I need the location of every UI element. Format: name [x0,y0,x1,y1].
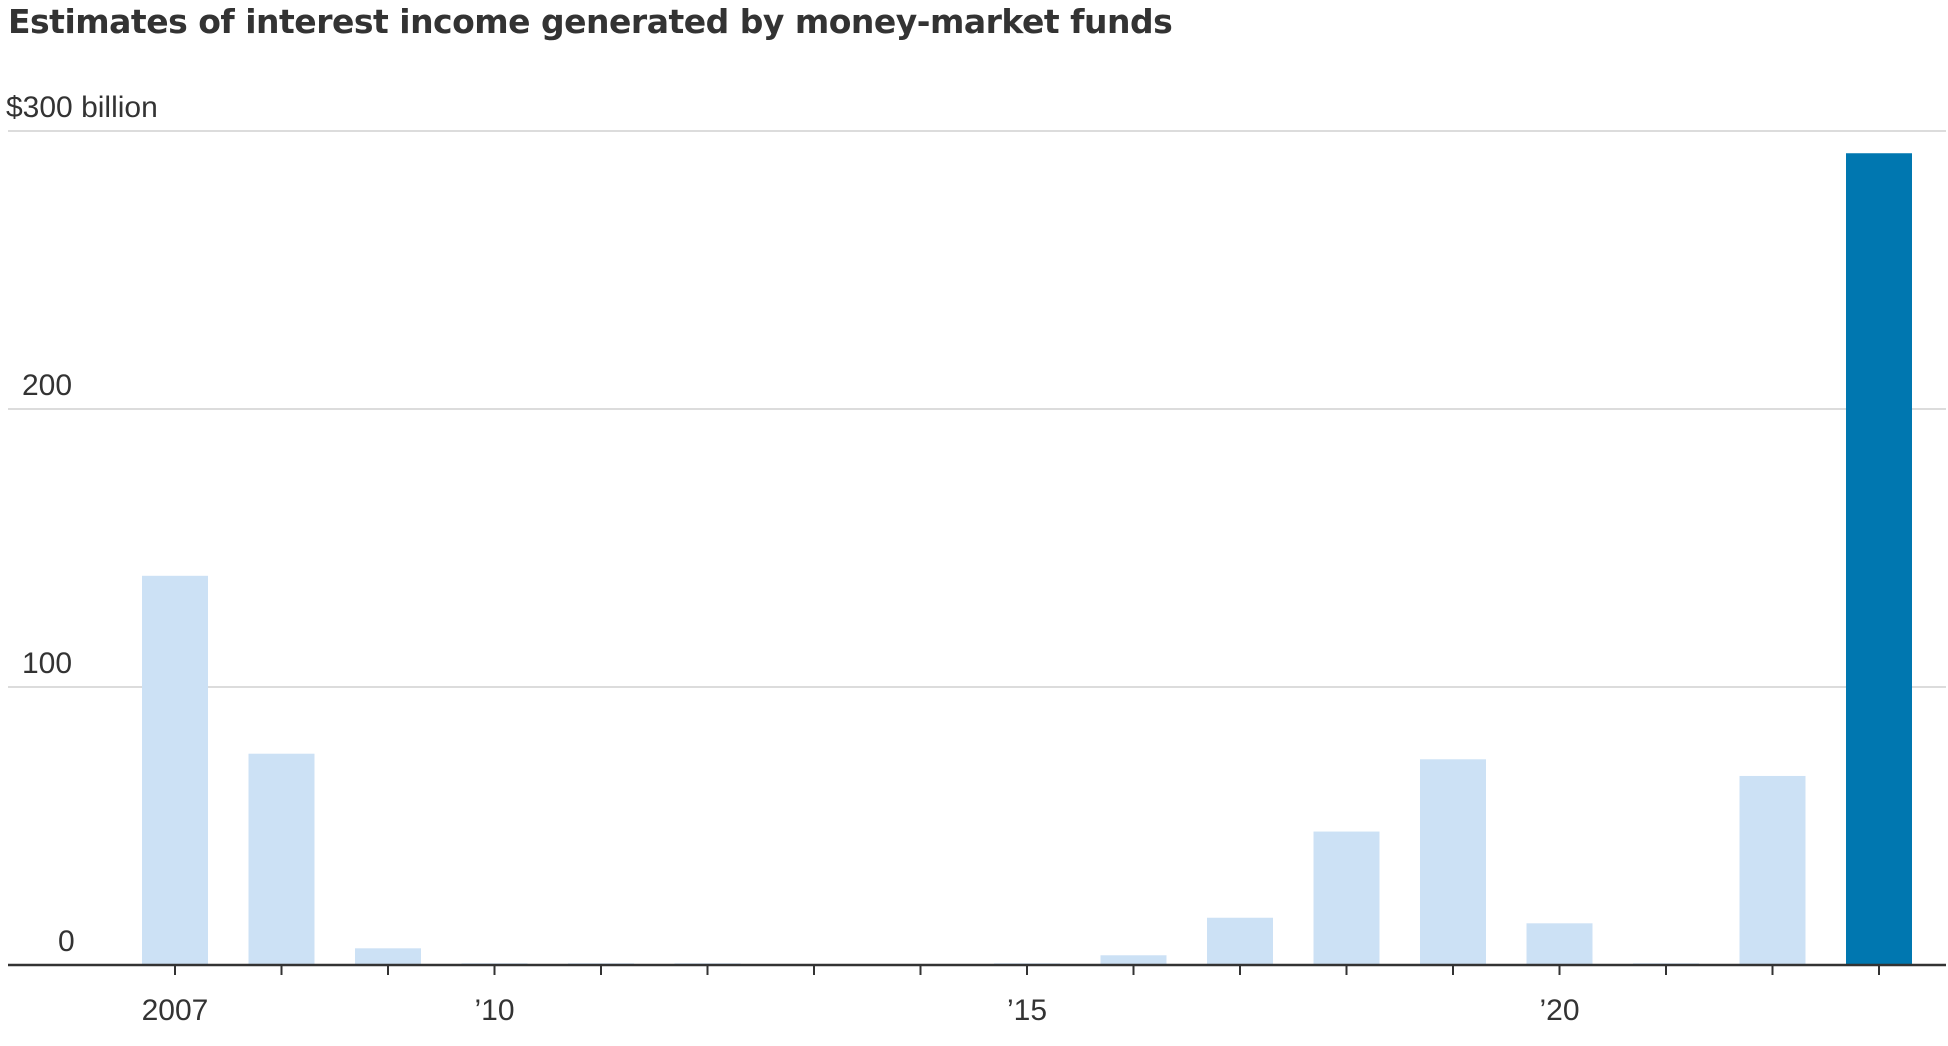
x-tick-labels: 2007 ’10 ’15 ’20 [142,994,1580,1027]
bar-2022 [1739,775,1806,965]
bar-2009 [355,948,421,965]
x-axis [8,963,1946,975]
bar-2019 [1420,759,1486,965]
x-tick-label: ’10 [474,994,514,1027]
chart-title: Estimates of interest income generated b… [8,2,1173,41]
x-tick-label: ’15 [1007,994,1047,1027]
bar-2007 [142,575,208,965]
bar-2016 [1100,955,1167,965]
bar-2018 [1313,831,1380,965]
bar-2023 [1846,153,1912,966]
y-tick-labels: 0 100 200 $300 billion [6,91,158,958]
x-tick-label: ’20 [1539,994,1579,1027]
x-tick-label: 2007 [142,994,209,1027]
y-tick-label: $300 billion [6,91,158,124]
y-tick-label: 100 [22,647,72,680]
bar-2008 [248,753,315,965]
gridlines [8,130,1946,688]
bars [142,153,1912,966]
y-tick-label: 0 [58,925,75,958]
bar-2020 [1526,923,1593,965]
bar-2017 [1207,917,1273,965]
y-tick-label: 200 [22,369,72,402]
